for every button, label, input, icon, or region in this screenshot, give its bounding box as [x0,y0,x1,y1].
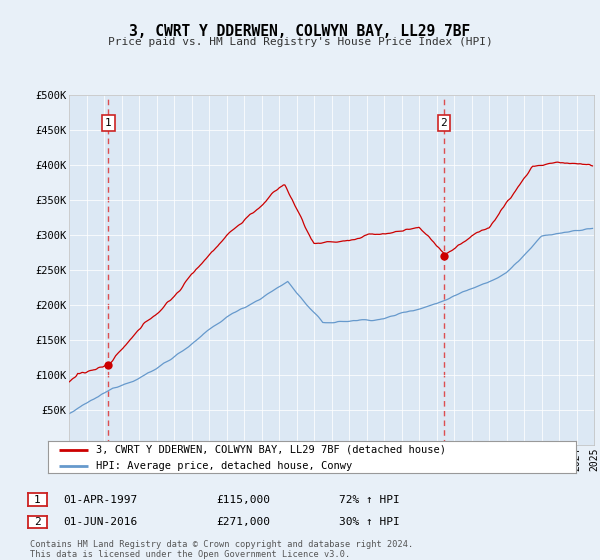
Text: 30% ↑ HPI: 30% ↑ HPI [339,517,400,527]
Text: Price paid vs. HM Land Registry's House Price Index (HPI): Price paid vs. HM Land Registry's House … [107,37,493,47]
Text: 3, CWRT Y DDERWEN, COLWYN BAY, LL29 7BF: 3, CWRT Y DDERWEN, COLWYN BAY, LL29 7BF [130,24,470,39]
Text: 1: 1 [34,494,41,505]
Text: 72% ↑ HPI: 72% ↑ HPI [339,494,400,505]
Text: 1: 1 [105,118,112,128]
Text: £271,000: £271,000 [216,517,270,527]
Text: HPI: Average price, detached house, Conwy: HPI: Average price, detached house, Conw… [95,461,352,471]
Text: £115,000: £115,000 [216,494,270,505]
Text: 01-JUN-2016: 01-JUN-2016 [63,517,137,527]
Text: Contains HM Land Registry data © Crown copyright and database right 2024.: Contains HM Land Registry data © Crown c… [30,540,413,549]
Text: 3, CWRT Y DDERWEN, COLWYN BAY, LL29 7BF (detached house): 3, CWRT Y DDERWEN, COLWYN BAY, LL29 7BF … [95,445,446,455]
Text: This data is licensed under the Open Government Licence v3.0.: This data is licensed under the Open Gov… [30,550,350,559]
Text: 01-APR-1997: 01-APR-1997 [63,494,137,505]
Text: 2: 2 [34,517,41,527]
Text: 2: 2 [440,118,447,128]
